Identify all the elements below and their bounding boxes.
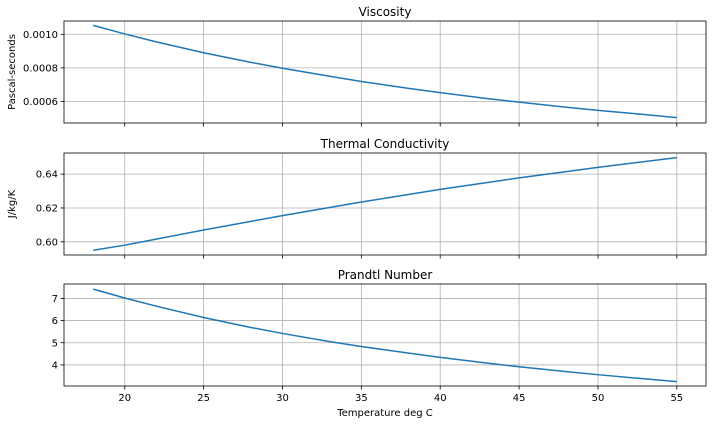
- subplot-1: 0.0006 0.0008 0.0010 Viscosity Pascal-second…: [7, 5, 707, 127]
- subplot-title: Thermal Conductivity: [320, 137, 450, 151]
- x-tick-label: 35: [355, 393, 368, 404]
- x-tick-label: 25: [197, 393, 210, 404]
- y-tick-label: 4: [52, 360, 58, 371]
- x-tick-label: 30: [276, 393, 289, 404]
- y-axis-label: Pascal-seconds: [7, 34, 18, 110]
- y-tick-label: 5: [52, 338, 58, 349]
- y-tick-label: 0.0010: [23, 30, 58, 41]
- subplot-title: Viscosity: [359, 5, 412, 19]
- x-tick-label: 45: [513, 393, 526, 404]
- x-tick-label: 40: [434, 393, 447, 404]
- y-tick-label: 6: [52, 316, 58, 327]
- subplot-2: 0.60 0.62 0.64 Thermal Conductivity J/kg/K: [7, 137, 707, 259]
- y-tick-label: 7: [52, 294, 58, 305]
- x-tick-label: 20: [118, 393, 131, 404]
- axes-frame: [63, 20, 707, 124]
- series-line: [92, 288, 677, 383]
- y-tick-label: 0.64: [36, 170, 58, 181]
- y-tick-label: 0.0006: [23, 97, 58, 108]
- x-tick-label: 50: [592, 393, 605, 404]
- x-axis-label: Temperature deg C: [336, 408, 433, 419]
- y-tick-label: 0.60: [36, 237, 58, 248]
- y-axis-label: J/kg/K: [7, 189, 18, 219]
- y-tick-label: 0.62: [36, 203, 58, 214]
- subplot-title: Prandtl Number: [338, 268, 433, 282]
- axes-frame: [63, 152, 707, 256]
- series-line: [92, 24, 677, 119]
- axes-frame: [63, 283, 707, 387]
- series-line: [93, 156, 677, 252]
- x-tick-label: 55: [670, 393, 683, 404]
- y-tick-label: 0.0008: [23, 63, 58, 74]
